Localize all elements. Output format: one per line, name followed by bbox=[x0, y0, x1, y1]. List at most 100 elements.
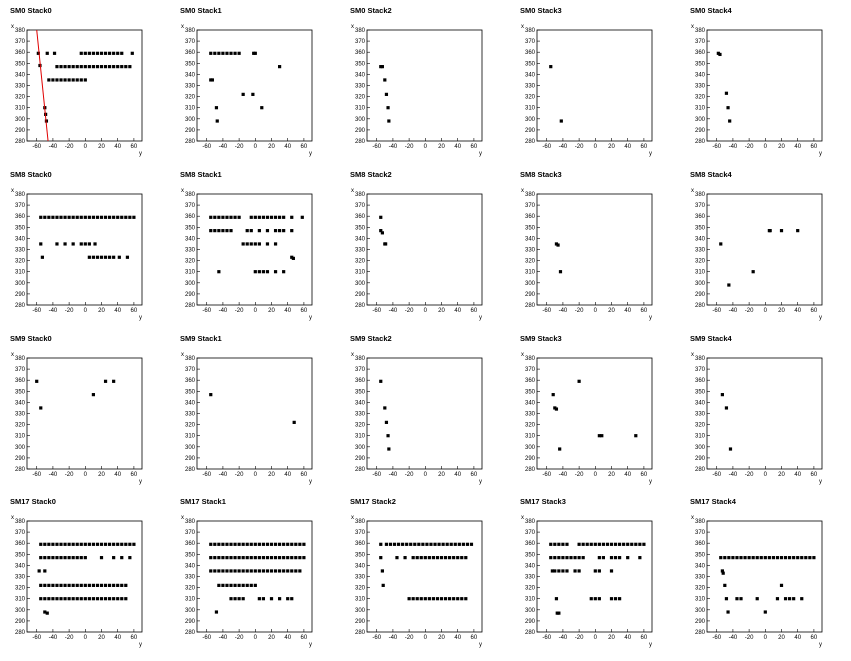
y-tick-label: 290 bbox=[695, 128, 706, 134]
data-point bbox=[292, 420, 296, 424]
data-point bbox=[559, 119, 563, 123]
data-point bbox=[213, 229, 217, 233]
y-tick-label: 370 bbox=[355, 367, 366, 373]
data-point bbox=[557, 611, 561, 615]
data-point bbox=[257, 556, 261, 560]
data-point bbox=[767, 556, 771, 560]
data-point bbox=[225, 556, 229, 560]
x-tick-label: 60 bbox=[131, 144, 138, 150]
data-point bbox=[108, 542, 112, 546]
y-tick-label: 370 bbox=[355, 530, 366, 536]
x-tick-label: -40 bbox=[389, 472, 398, 478]
x-tick-label: 60 bbox=[641, 472, 648, 478]
data-point bbox=[448, 556, 452, 560]
data-point bbox=[282, 215, 286, 219]
data-point bbox=[573, 569, 577, 573]
y-tick-label: 330 bbox=[15, 84, 26, 90]
data-point bbox=[553, 406, 557, 410]
x-tick-label: -20 bbox=[235, 144, 244, 150]
data-point bbox=[120, 583, 124, 587]
data-point bbox=[221, 51, 225, 55]
data-point bbox=[383, 78, 387, 82]
x-tick-label: -20 bbox=[405, 144, 414, 150]
data-point bbox=[87, 583, 91, 587]
data-point bbox=[558, 270, 563, 274]
x-tick-label: 20 bbox=[608, 635, 615, 641]
panel-title: SM0 Stack3 bbox=[520, 6, 562, 15]
y-tick-label: 370 bbox=[695, 203, 706, 209]
x-tick-label: 20 bbox=[98, 472, 105, 478]
x-tick-label: -60 bbox=[372, 635, 381, 641]
x-tick-label: -20 bbox=[65, 144, 74, 150]
data-point bbox=[128, 65, 132, 69]
y-tick-label: 370 bbox=[355, 39, 366, 45]
data-point bbox=[221, 556, 225, 560]
y-tick-label: 370 bbox=[525, 203, 536, 209]
x-tick-label: -40 bbox=[389, 635, 398, 641]
data-point bbox=[59, 542, 63, 546]
x-axis-label: y bbox=[649, 151, 652, 157]
data-point bbox=[245, 556, 249, 560]
y-tick-label: 380 bbox=[15, 28, 26, 34]
x-tick-label: 20 bbox=[268, 472, 275, 478]
data-point bbox=[99, 542, 104, 546]
y-tick-label: 360 bbox=[355, 378, 366, 384]
y-tick-label: 330 bbox=[185, 248, 196, 254]
x-tick-label: 0 bbox=[764, 635, 768, 641]
data-point bbox=[723, 556, 727, 560]
y-tick-label: 300 bbox=[695, 445, 706, 451]
panel: SM17 Stack0 -60 -40 -20 0 20 40 60 280 290 300 310 3… bbox=[10, 497, 143, 648]
data-point bbox=[245, 569, 249, 573]
panel-title: SM17 Stack4 bbox=[690, 497, 737, 506]
data-point bbox=[739, 597, 743, 601]
x-tick-label: 0 bbox=[764, 308, 768, 314]
x-tick-label: 20 bbox=[268, 635, 275, 641]
y-tick-label: 350 bbox=[15, 225, 26, 231]
data-point bbox=[83, 542, 87, 546]
y-tick-label: 310 bbox=[15, 106, 26, 112]
y-tick-label: 280 bbox=[525, 139, 536, 145]
data-point bbox=[249, 215, 253, 219]
x-tick-label: -40 bbox=[219, 635, 228, 641]
x-tick-label: 40 bbox=[114, 144, 121, 150]
data-point bbox=[768, 229, 772, 233]
fit-line bbox=[36, 30, 49, 141]
y-tick-label: 380 bbox=[525, 192, 536, 198]
y-tick-label: 340 bbox=[15, 400, 26, 406]
data-point bbox=[253, 242, 257, 246]
data-point bbox=[95, 255, 100, 259]
data-point bbox=[387, 447, 391, 451]
x-tick-label: 60 bbox=[471, 472, 478, 478]
data-point bbox=[427, 556, 431, 560]
panel-title: SM9 Stack0 bbox=[10, 334, 52, 343]
data-point bbox=[445, 542, 449, 546]
y-axis-label: x bbox=[521, 24, 524, 30]
data-point bbox=[237, 542, 241, 546]
data-point bbox=[386, 106, 390, 110]
data-point bbox=[225, 229, 229, 233]
plot-frame bbox=[366, 357, 483, 470]
data-point bbox=[724, 91, 729, 95]
data-point bbox=[39, 406, 43, 410]
data-point bbox=[460, 556, 464, 560]
data-point bbox=[282, 229, 286, 233]
data-point bbox=[439, 597, 444, 601]
y-tick-label: 360 bbox=[185, 541, 196, 547]
y-axis-label: x bbox=[521, 352, 524, 358]
data-point bbox=[37, 569, 41, 573]
data-point bbox=[51, 583, 55, 587]
plot-frame bbox=[706, 520, 823, 633]
x-tick-label: 0 bbox=[594, 635, 598, 641]
x-tick-label: 60 bbox=[641, 635, 648, 641]
data-point bbox=[103, 255, 108, 259]
data-point bbox=[116, 215, 120, 219]
x-tick-label: 20 bbox=[268, 308, 275, 314]
panel: SM8 Stack0 -60 -40 -20 0 20 40 60 280 290 300 310 32… bbox=[10, 170, 143, 321]
y-tick-label: 300 bbox=[355, 445, 366, 451]
x-tick-label: -20 bbox=[745, 472, 754, 478]
data-point bbox=[229, 229, 233, 233]
data-point bbox=[613, 542, 618, 546]
data-point bbox=[249, 242, 253, 246]
y-tick-label: 280 bbox=[695, 303, 706, 309]
x-tick-label: -20 bbox=[235, 635, 244, 641]
